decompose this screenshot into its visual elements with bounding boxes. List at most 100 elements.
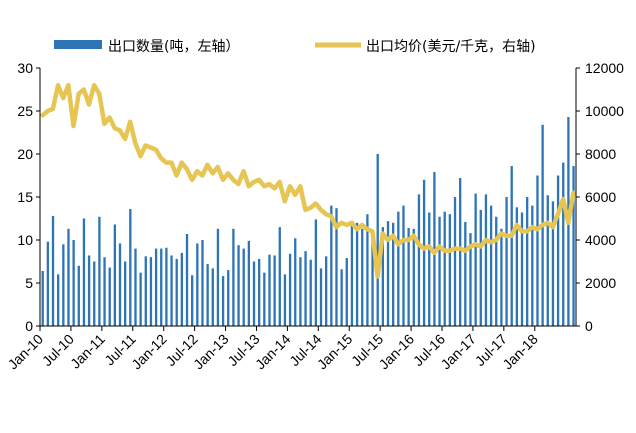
bar [417,194,421,326]
bar [144,256,147,326]
bar [237,245,240,326]
bar [108,267,111,326]
left-tick-label: 20 [17,146,33,162]
left-tick-label: 0 [25,318,33,334]
bar [67,228,70,326]
bar [201,240,204,326]
legend-bar-label: 出口数量(吨，左轴） [108,39,239,55]
bar [531,205,534,326]
bar [402,205,405,326]
bar [175,258,178,326]
bar [309,259,312,326]
bar [196,243,199,326]
bar [448,214,452,326]
line-series [40,82,576,279]
bar [526,197,529,326]
bar [422,179,426,326]
right-tick-label: 8000 [585,146,616,162]
bar [41,270,44,326]
bar [407,227,410,326]
bar [361,228,364,326]
x-tick-label: Jan-12 [128,331,170,373]
bar [314,219,318,326]
bar [443,211,446,326]
bar [242,248,245,326]
bar [72,240,75,326]
bar [77,265,80,326]
bar [82,218,86,326]
bar [46,241,50,326]
bar [536,175,539,326]
bar [252,261,256,326]
bar [319,268,323,326]
bar [546,195,549,326]
bar [216,228,220,326]
bar [489,205,493,326]
bar [221,276,225,326]
bar [185,233,189,326]
bar [330,205,333,326]
bar [118,243,122,326]
bar [154,248,158,326]
bar [139,272,142,326]
bar [381,227,385,326]
x-tick-label: Jan-13 [190,331,232,373]
bar [515,207,519,326]
right-tick-label: 12000 [585,60,624,76]
bar [479,209,482,326]
bar [340,269,343,326]
bar [433,172,436,326]
bar [392,222,395,326]
left-axis-ticks: 0 5 10 15 20 25 30 [17,60,40,334]
right-tick-label: 6000 [585,189,616,205]
left-tick-label: 25 [17,103,33,119]
bar [227,270,230,326]
bar [428,212,431,326]
legend-line-label: 出口均价(美元/千克，右轴) [366,39,536,55]
right-tick-label: 2000 [585,275,616,291]
bar [474,193,477,326]
bar [469,233,472,326]
bar [299,257,302,326]
x-tick-label: Jan-10 [5,331,47,373]
price-line [40,82,576,279]
bar [304,251,307,326]
x-tick-label: Jan-14 [252,331,294,373]
right-tick-label: 10000 [585,103,624,119]
bar [453,197,457,326]
bar [98,216,101,326]
bar [124,261,127,326]
bar [505,197,508,326]
bar [350,224,354,326]
bar [206,264,209,326]
left-tick-label: 15 [17,189,33,205]
bar-series [41,117,575,327]
bar [288,253,292,326]
bar [495,216,498,326]
x-tick-label: Jan-16 [376,331,418,373]
bar [103,257,106,326]
bar [160,248,163,326]
bar [556,175,560,326]
bar [113,224,117,326]
bar [149,257,153,326]
bar [510,166,513,326]
bar [57,274,60,326]
bar [366,214,369,326]
right-tick-label: 0 [585,318,593,334]
bar [551,201,555,326]
bar [62,244,65,326]
bar [93,261,96,326]
legend-bar-swatch [54,40,102,49]
bar [386,221,390,326]
bar [376,154,379,326]
right-axis-ticks: 0 2000 4000 6000 8000 10000 12000 [576,60,624,334]
bar [355,222,359,326]
bar [211,268,214,326]
bar [273,255,276,326]
legend: 出口数量(吨，左轴） 出口均价(美元/千克，右轴) [54,39,536,55]
bar [345,258,348,326]
bar [335,208,338,326]
x-tick-label: Jan-11 [67,331,108,372]
